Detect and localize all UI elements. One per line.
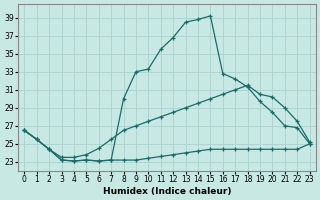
X-axis label: Humidex (Indice chaleur): Humidex (Indice chaleur) [103, 187, 231, 196]
